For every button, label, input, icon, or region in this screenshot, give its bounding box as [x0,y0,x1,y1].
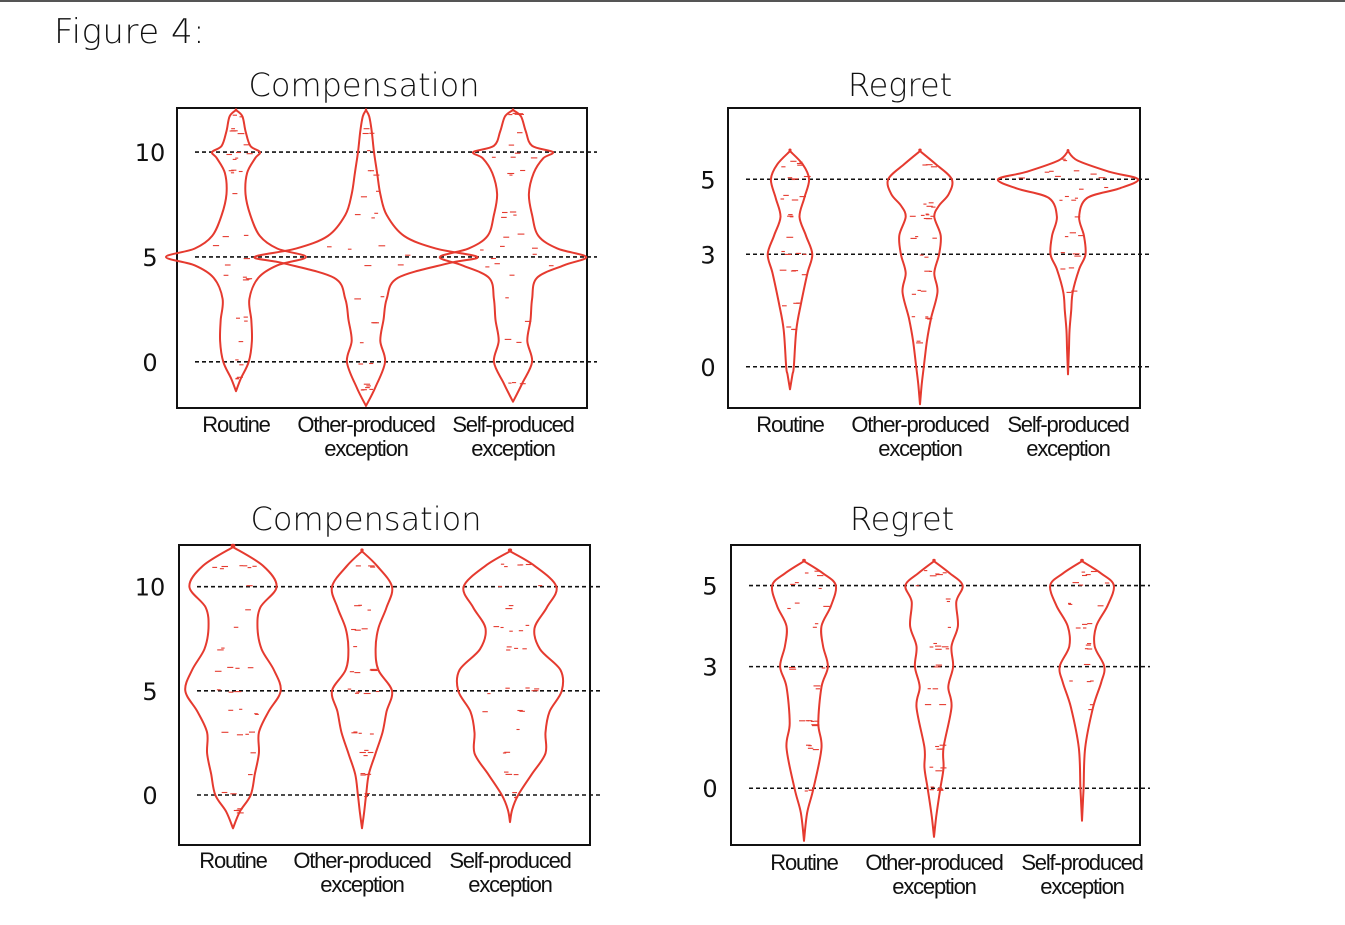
violin-points-3 [1018,158,1109,293]
top-rule [0,0,1345,2]
category-label: Self-produced exception [452,412,573,461]
category-label: Other-produced exception [851,412,988,461]
category-label: Other-produced exception [293,848,430,897]
violin-2 [886,148,954,406]
y-tick-label: 0 [702,775,717,803]
violin-points-2 [347,565,380,798]
plot-frame [730,544,1141,846]
violin-2 [330,548,394,830]
violin-3 [455,548,565,824]
violin-1 [766,148,814,391]
violin-points-2 [327,128,411,391]
y-tick-label: 5 [700,166,715,194]
category-label: Other-produced exception [297,412,434,461]
violin-panel-1: Compensation 0 5 10 Routine Other-produced exc… [135,66,597,461]
violin-points-1 [787,570,830,792]
y-tick-label: 0 [142,349,157,377]
panel-title: Compensation [249,66,480,104]
violin-1 [770,558,838,842]
y-tick-label: 0 [700,354,715,382]
y-tick-label: 5 [142,678,157,706]
violin-panel-3: Compensation 0 5 10 Routine Other-produced exc… [135,500,600,897]
y-tick-label: 10 [135,139,166,167]
violin-2 [904,558,964,838]
plot-frame [178,544,591,846]
category-label: Routine [199,848,267,873]
y-tick-label: 5 [142,244,157,272]
y-tick-label: 3 [702,654,717,682]
violin-points-2 [909,164,938,344]
violin-points-3 [1068,570,1110,711]
category-label: Routine [756,412,824,437]
violin-points-3 [480,112,554,385]
y-tick-label: 0 [142,782,157,810]
category-label: Self-produced exception [1021,850,1142,899]
y-tick-label: 5 [702,573,717,601]
violin-panel-4: Regret 0 3 5 Routine Other-produced exception S… [702,500,1150,899]
violin-panel-2: Regret 0 3 5 Routine Other-produced exception S… [700,66,1150,461]
plot-frame [727,107,1141,409]
panel-title: Regret [848,66,952,104]
y-tick-label: 10 [135,574,166,602]
category-label: Routine [202,412,270,437]
violin-3 [996,149,1140,376]
violin-1 [165,108,307,393]
violin-points-3 [482,563,543,799]
violin-3 [1049,558,1115,822]
violin-points-2 [915,570,951,791]
y-tick-label: 3 [700,241,715,269]
violin-points-1 [212,114,253,380]
violin-points-1 [212,565,259,814]
category-label: Self-produced exception [1007,412,1128,461]
violin-2 [253,108,479,407]
panel-title: Regret [850,500,954,538]
violin-points-1 [779,160,811,331]
violin-1 [184,543,282,830]
figure-title: Figure 4: [54,12,206,52]
category-label: Other-produced exception [865,850,1002,899]
category-label: Self-produced exception [449,848,570,897]
panel-title: Compensation [251,500,482,538]
violin-3 [438,108,588,403]
category-label: Routine [770,850,838,875]
